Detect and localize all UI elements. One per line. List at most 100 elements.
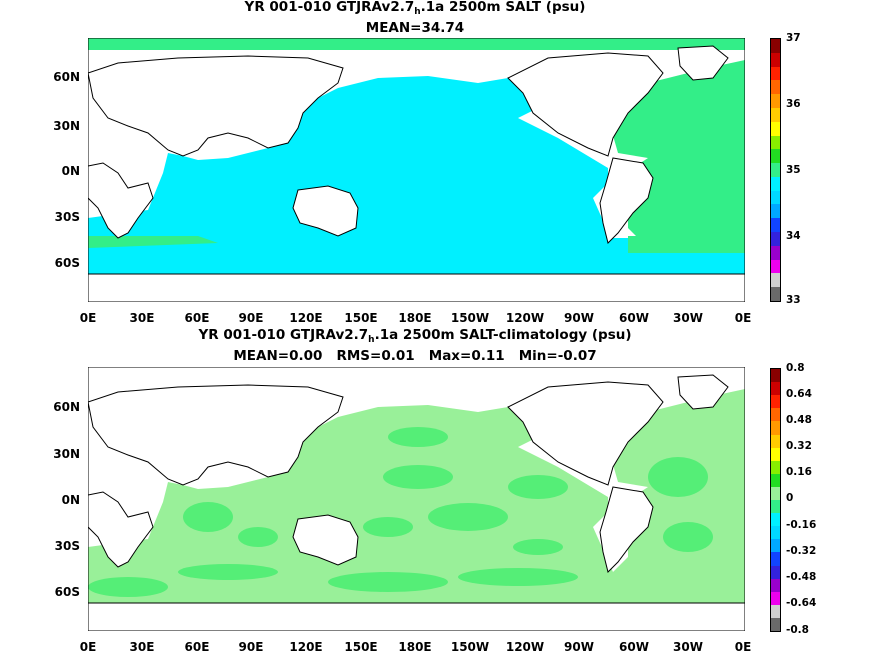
p2-cbar-tick-4: 0.16 [786,466,812,478]
colorbar-segment [771,135,780,150]
antarctica-land [88,273,745,302]
eurasia-land [88,55,344,157]
colorbar-segment [771,287,780,301]
north-america-land-2 [507,381,664,486]
colorbar-segment [771,204,780,219]
colorbar-segment [771,526,780,540]
panel1-title: YR 001-010 GTJRAv2.7h.1a 2500m SALT (psu… [0,0,830,17]
p1-cbar-tick-33: 33 [786,294,801,306]
p1-lat-60n: 60N [53,70,80,84]
p1-lat-60s: 60S [54,256,80,270]
p2-lon-1: 30E [129,640,155,654]
colorbar-segment [771,107,780,122]
anomaly-ocean-base [88,389,745,603]
p1-lon-9: 90W [564,311,594,325]
p2-cbar-tick-0: 0.8 [786,362,805,374]
p1-cbar-tick-35: 35 [786,164,801,176]
colorbar-segment [771,232,780,246]
p2-cbar-tick-9: -0.64 [786,597,817,609]
colorbar-segment [771,578,780,592]
panel1-stats: MEAN=34.74 [365,20,465,36]
p2-cbar-tick-1: 0.64 [786,388,812,400]
colorbar-segment [771,395,780,409]
south-america-land-2 [599,486,654,573]
p2-lon-8: 120W [505,640,545,654]
p2-cbar-tick-3: 0.32 [786,440,812,452]
panel1-title-sub: h [414,7,421,17]
greenland-land-2 [677,374,729,410]
colorbar-segment [771,447,780,461]
africa-land-2 [88,491,154,568]
australia-land-2 [292,514,359,566]
panel1-colorbar [770,38,781,302]
p2-lon-11: 30W [673,640,703,654]
p2-cbar-tick-7: -0.32 [786,545,817,557]
colorbar-segment [771,66,780,81]
colorbar-segment [771,245,780,260]
southern-ocean-band [88,238,745,274]
p2-lon-0: 0E [79,640,97,654]
colorbar-segment [771,94,780,108]
p2-lon-9: 90W [564,640,594,654]
atlantic-south-band [628,236,745,253]
north-america-land [507,52,664,157]
colorbar-segment [771,552,780,566]
panel1-map [88,38,745,302]
p1-lon-5: 150E [344,311,378,325]
p2-lon-3: 90E [238,640,264,654]
p2-lon-4: 120E [289,640,323,654]
colorbar-segment [771,408,780,422]
p1-lon-4: 120E [289,311,323,325]
p2-cbar-tick-10: -0.8 [786,624,809,636]
p1-cbar-tick-34: 34 [786,230,801,242]
colorbar-segment [771,190,780,205]
antarctica-land-2 [88,602,745,631]
panel2-title-sub: h [368,335,375,345]
p1-cbar-tick-36: 36 [786,98,801,110]
p2-lon-6: 180E [398,640,432,654]
colorbar-segment [771,369,780,383]
colorbar-segment [771,460,780,474]
colorbar-segment [771,421,780,435]
south-america-land [599,157,654,244]
p1-lon-6: 180E [398,311,432,325]
anomaly-darker-patches [88,427,713,597]
p1-lon-12: 0E [734,311,752,325]
colorbar-segment [771,176,780,191]
p2-lat-60n: 60N [53,400,80,414]
colorbar-segment [771,486,780,500]
colorbar-segment [771,539,780,553]
australia-land [292,185,359,237]
p2-cbar-tick-6: -0.16 [786,519,817,531]
colorbar-segment [771,39,780,53]
panel2-title: YR 001-010 GTJRAv2.7h.1a 2500m SALT-clim… [0,327,830,345]
p1-lat-30n: 30N [53,119,80,133]
p2-cbar-tick-8: -0.48 [786,571,817,583]
p2-lat-30n: 30N [53,447,80,461]
colorbar-segment [771,591,780,605]
greenland-land [677,45,729,81]
p1-lon-10: 60W [619,311,649,325]
panel2-colorbar [770,368,781,632]
p2-lon-10: 60W [619,640,649,654]
p1-lat-0n: 0N [61,164,80,178]
colorbar-segment [771,149,780,164]
p1-lon-7: 150W [450,311,490,325]
colorbar-segment [771,382,780,396]
colorbar-segment [771,565,780,579]
colorbar-segment [771,273,780,288]
arctic-strip [88,38,745,50]
colorbar-segment [771,617,780,631]
p2-lat-0n: 0N [61,493,80,507]
panel2-title-post: .1a 2500m SALT-climatology (psu) [374,327,632,343]
pacific-indian-ocean [88,76,613,276]
colorbar-segment [771,259,780,274]
colorbar-segment [771,434,780,448]
p2-cbar-tick-5: 0 [786,492,794,504]
p1-lon-3: 90E [238,311,264,325]
p2-lat-30s: 30S [54,539,80,553]
colorbar-segment [771,121,780,136]
colorbar-segment [771,52,780,67]
panel2-title-pre: YR 001-010 GTJRAv2.7 [198,327,369,343]
colorbar-segment [771,473,780,487]
